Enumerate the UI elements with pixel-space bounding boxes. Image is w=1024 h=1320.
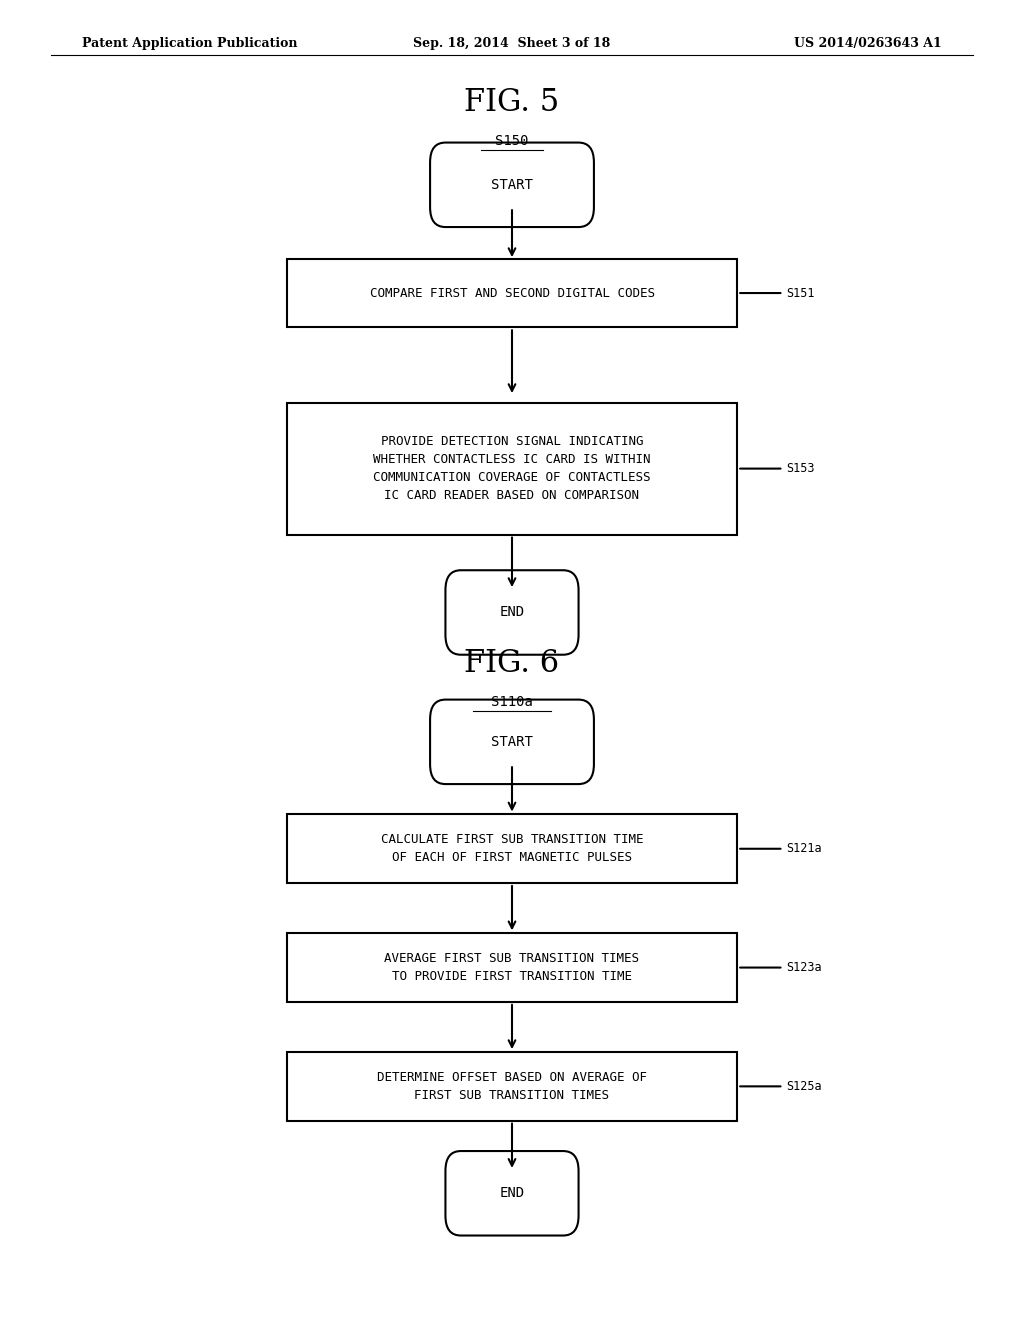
FancyBboxPatch shape: [445, 570, 579, 655]
Text: S125a: S125a: [786, 1080, 822, 1093]
Text: DETERMINE OFFSET BASED ON AVERAGE OF
FIRST SUB TRANSITION TIMES: DETERMINE OFFSET BASED ON AVERAGE OF FIR…: [377, 1071, 647, 1102]
Text: S150: S150: [496, 135, 528, 148]
Text: S121a: S121a: [786, 842, 822, 855]
Text: S123a: S123a: [786, 961, 822, 974]
Text: END: END: [500, 606, 524, 619]
Text: START: START: [492, 178, 532, 191]
FancyBboxPatch shape: [287, 259, 737, 327]
Text: S153: S153: [786, 462, 815, 475]
Text: FIG. 6: FIG. 6: [465, 648, 559, 680]
Text: S151: S151: [786, 286, 815, 300]
FancyBboxPatch shape: [430, 143, 594, 227]
FancyBboxPatch shape: [287, 403, 737, 535]
Text: START: START: [492, 735, 532, 748]
Text: COMPARE FIRST AND SECOND DIGITAL CODES: COMPARE FIRST AND SECOND DIGITAL CODES: [370, 286, 654, 300]
FancyBboxPatch shape: [287, 814, 737, 883]
Text: US 2014/0263643 A1: US 2014/0263643 A1: [795, 37, 942, 50]
Text: PROVIDE DETECTION SIGNAL INDICATING
WHETHER CONTACTLESS IC CARD IS WITHIN
COMMUN: PROVIDE DETECTION SIGNAL INDICATING WHET…: [374, 436, 650, 502]
FancyBboxPatch shape: [287, 1052, 737, 1121]
Text: CALCULATE FIRST SUB TRANSITION TIME
OF EACH OF FIRST MAGNETIC PULSES: CALCULATE FIRST SUB TRANSITION TIME OF E…: [381, 833, 643, 865]
FancyBboxPatch shape: [287, 933, 737, 1002]
Text: Patent Application Publication: Patent Application Publication: [82, 37, 297, 50]
FancyBboxPatch shape: [430, 700, 594, 784]
Text: S110a: S110a: [492, 696, 532, 709]
Text: END: END: [500, 1187, 524, 1200]
Text: FIG. 5: FIG. 5: [464, 87, 560, 119]
Text: AVERAGE FIRST SUB TRANSITION TIMES
TO PROVIDE FIRST TRANSITION TIME: AVERAGE FIRST SUB TRANSITION TIMES TO PR…: [384, 952, 640, 983]
FancyBboxPatch shape: [445, 1151, 579, 1236]
Text: Sep. 18, 2014  Sheet 3 of 18: Sep. 18, 2014 Sheet 3 of 18: [414, 37, 610, 50]
